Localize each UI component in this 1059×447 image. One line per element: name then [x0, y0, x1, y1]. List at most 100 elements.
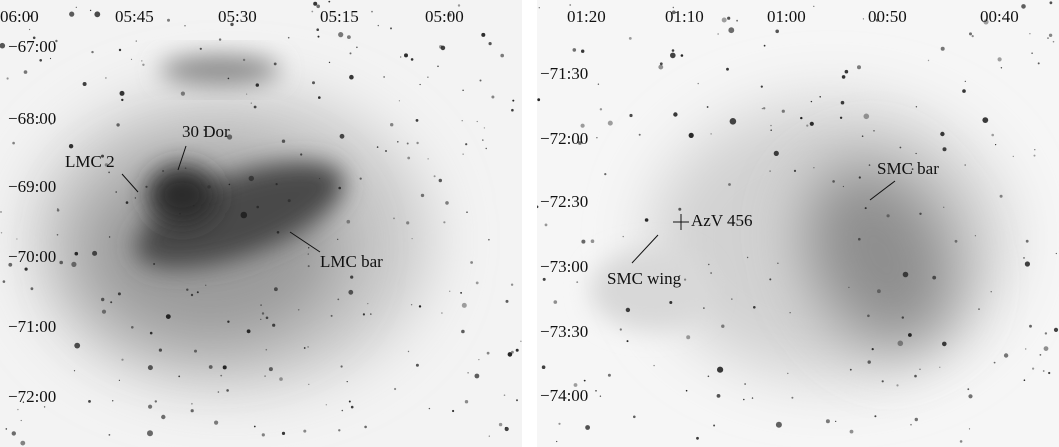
star — [29, 29, 30, 30]
star — [416, 142, 418, 144]
lmc-image — [0, 0, 522, 447]
star — [941, 47, 945, 51]
ra-label: 00:50 — [868, 7, 907, 26]
star — [902, 316, 904, 318]
star — [153, 263, 155, 265]
star — [308, 384, 309, 385]
star — [868, 360, 871, 363]
star — [57, 208, 58, 209]
star — [282, 432, 285, 435]
star — [698, 83, 699, 84]
star — [842, 75, 846, 79]
star — [486, 148, 487, 149]
star — [862, 135, 864, 137]
star — [696, 437, 699, 440]
star — [193, 205, 195, 207]
star — [686, 335, 690, 339]
star — [991, 291, 992, 292]
star — [536, 206, 539, 209]
smc-wing-region — [590, 250, 710, 330]
star — [744, 383, 746, 385]
star — [928, 60, 929, 61]
star — [658, 65, 663, 70]
star — [383, 76, 384, 77]
star — [753, 306, 756, 309]
smc-image — [536, 0, 1059, 447]
star — [16, 238, 17, 239]
star — [903, 272, 909, 278]
star — [277, 231, 280, 234]
star — [241, 212, 248, 219]
star — [596, 137, 597, 138]
star — [806, 125, 808, 127]
star — [338, 32, 343, 37]
annotation: LMC bar — [320, 252, 383, 271]
star — [769, 170, 771, 172]
dec-label: −69:00 — [8, 177, 56, 196]
star — [371, 11, 373, 13]
star — [681, 54, 684, 57]
star — [896, 384, 898, 386]
star — [835, 421, 836, 422]
star — [967, 388, 969, 390]
star — [542, 365, 546, 369]
star — [916, 153, 917, 154]
star — [703, 307, 704, 308]
star — [972, 35, 974, 37]
star — [960, 440, 963, 443]
star — [247, 329, 251, 333]
star — [710, 272, 712, 274]
star — [0, 211, 1, 212]
star — [813, 167, 814, 168]
star — [537, 98, 540, 101]
star — [857, 65, 861, 69]
star — [673, 112, 677, 116]
star — [191, 294, 193, 296]
star — [717, 394, 721, 398]
star — [465, 143, 467, 145]
star — [434, 175, 436, 177]
star — [932, 276, 936, 280]
star — [915, 418, 918, 421]
star — [850, 369, 852, 371]
star — [416, 119, 419, 122]
star — [556, 441, 557, 442]
star — [411, 58, 414, 61]
star — [214, 421, 218, 425]
star — [24, 70, 28, 74]
star — [511, 109, 514, 112]
dec-label: −71:30 — [540, 64, 588, 83]
star — [731, 298, 733, 300]
star — [12, 142, 15, 145]
star — [608, 121, 613, 126]
star — [1054, 328, 1058, 332]
star — [326, 404, 327, 405]
star — [752, 397, 753, 398]
star — [516, 399, 518, 401]
star — [710, 133, 711, 134]
star — [370, 313, 372, 315]
star — [150, 332, 153, 335]
star — [92, 251, 97, 256]
star — [1032, 368, 1034, 370]
star — [775, 30, 779, 34]
star — [108, 172, 110, 174]
star — [460, 292, 462, 294]
star — [520, 341, 521, 342]
star — [994, 362, 996, 364]
star — [475, 374, 480, 379]
star — [627, 340, 629, 342]
star — [148, 365, 153, 370]
star — [266, 317, 269, 320]
star — [243, 59, 245, 61]
star — [776, 422, 782, 428]
star — [898, 341, 904, 347]
star — [863, 18, 864, 19]
star — [581, 124, 585, 128]
dec-label: −67:00 — [8, 37, 56, 56]
star — [762, 108, 763, 109]
star — [385, 150, 387, 152]
star — [1043, 370, 1045, 372]
star — [307, 346, 309, 348]
star — [298, 309, 300, 311]
